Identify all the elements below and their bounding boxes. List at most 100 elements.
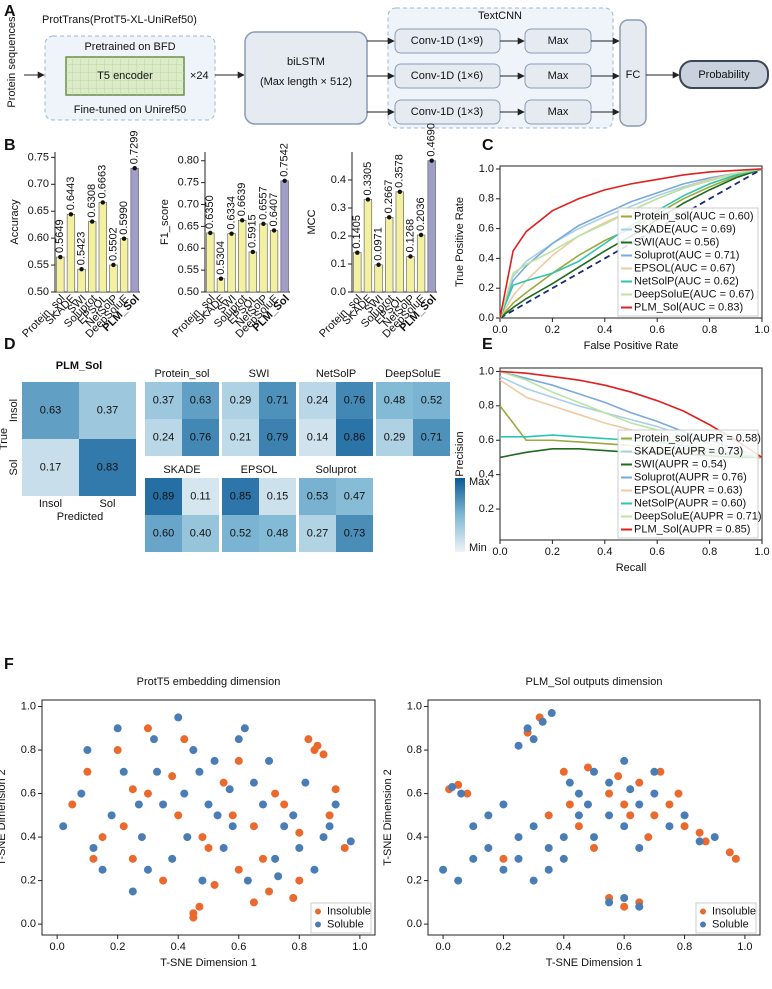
point — [614, 772, 623, 781]
value-label: 0.6557 — [257, 186, 269, 220]
heat-cell — [145, 382, 182, 419]
legend-label: Soluprot(AUPR = 0.76) — [634, 471, 747, 483]
value-label: 0.6350 — [204, 195, 216, 229]
point — [234, 756, 243, 765]
point — [544, 865, 553, 874]
point — [590, 843, 598, 852]
point — [280, 800, 289, 809]
bar-cap — [429, 158, 434, 163]
legend-label: Soluble — [712, 918, 749, 930]
bar — [280, 180, 289, 293]
bar-cap — [282, 178, 287, 183]
point — [289, 811, 298, 820]
cell-label: 0.60 — [153, 527, 174, 539]
bar — [206, 232, 215, 293]
bar-cap — [229, 231, 234, 236]
point — [499, 854, 508, 863]
heat-cell — [336, 419, 373, 456]
output-box — [679, 60, 769, 89]
point — [68, 800, 77, 809]
point — [574, 789, 583, 798]
legend-label: Protein_sol(AUPR = 0.58) — [634, 432, 761, 444]
point — [620, 756, 629, 765]
cell-label: 0.89 — [153, 490, 174, 502]
cell-label: 0.17 — [40, 461, 61, 473]
value-label: 0.0971 — [372, 227, 384, 261]
value-label: 0.4690 — [426, 123, 438, 157]
heat-cell — [145, 515, 182, 552]
y-tick-label: 0.0 — [479, 312, 494, 324]
plot-frame — [427, 699, 761, 936]
heat-cell — [182, 382, 219, 419]
y-tick-label: 0.70 — [178, 198, 199, 210]
point — [626, 811, 635, 820]
point — [574, 822, 583, 831]
point — [213, 811, 222, 820]
colorbar-label: Max — [469, 476, 490, 488]
y-tick-label: 0.6 — [407, 787, 422, 799]
fc-box — [619, 19, 647, 127]
point — [559, 854, 568, 863]
point — [529, 822, 538, 831]
y-tick-label: 0.4 — [479, 469, 494, 481]
legend-label: Soluprot(AUC = 0.71) — [634, 249, 739, 261]
bar — [109, 264, 118, 293]
y-tick-label: 1.0 — [407, 700, 422, 712]
y-axis-label: F1_score — [159, 199, 171, 245]
point — [650, 767, 659, 776]
conv-label: Conv-1D (1×9) — [411, 35, 483, 47]
heat-cell — [259, 419, 296, 456]
value-label: 0.3305 — [362, 162, 374, 196]
point — [143, 724, 152, 733]
point — [650, 811, 659, 820]
point — [439, 865, 448, 874]
y-tick-label: 0.50 — [178, 286, 199, 298]
cell-label: 0.37 — [153, 394, 174, 406]
point — [265, 756, 274, 765]
x-tick-label: 0.4 — [556, 941, 571, 953]
legend-label: PLM_Sol(AUC = 0.83) — [634, 301, 743, 313]
legend-label: SWI(AUC = 0.56) — [634, 236, 719, 248]
point — [325, 811, 334, 820]
x-tick-label: 0.2 — [545, 546, 560, 558]
point — [295, 828, 304, 837]
x-tick-label: 0.8 — [702, 546, 717, 558]
point — [559, 767, 568, 776]
bar — [395, 191, 404, 293]
point — [89, 843, 98, 852]
bar-cap — [208, 230, 213, 236]
bar — [248, 251, 257, 293]
x-axis-label: False Positive Rate — [584, 340, 679, 352]
bar — [374, 264, 383, 293]
cell-label: 0.86 — [344, 431, 365, 443]
matrix-title: NetSolP — [316, 368, 356, 380]
point — [180, 735, 189, 744]
point — [219, 778, 228, 787]
cell-label: 0.63 — [190, 394, 211, 406]
point — [547, 709, 556, 718]
value-label: 0.2667 — [383, 180, 395, 214]
point — [83, 746, 92, 755]
heat-cell — [182, 478, 219, 515]
series-line — [499, 168, 763, 319]
point — [159, 876, 168, 885]
heat-cell — [222, 478, 259, 515]
x-tick-label: 0.0 — [49, 941, 64, 953]
bar-cap — [250, 249, 256, 255]
legend-label: NetSolP(AUPR = 0.60) — [634, 497, 746, 509]
y-tick-label: 0.4 — [479, 252, 494, 264]
point — [583, 763, 592, 772]
heat-cell — [376, 419, 413, 456]
matrix-title: DeepSoluE — [385, 368, 441, 380]
value-label: 0.6407 — [268, 193, 280, 227]
value-label: 0.2036 — [415, 197, 427, 231]
point — [644, 833, 653, 842]
heat-cell — [79, 382, 136, 439]
heat-cell — [299, 419, 336, 456]
cell-label: 0.52 — [421, 394, 442, 406]
x-tick-label: 0.0 — [435, 941, 450, 953]
y-tick-label: 0.60 — [28, 232, 49, 244]
bar — [416, 234, 426, 293]
bar — [227, 233, 236, 293]
